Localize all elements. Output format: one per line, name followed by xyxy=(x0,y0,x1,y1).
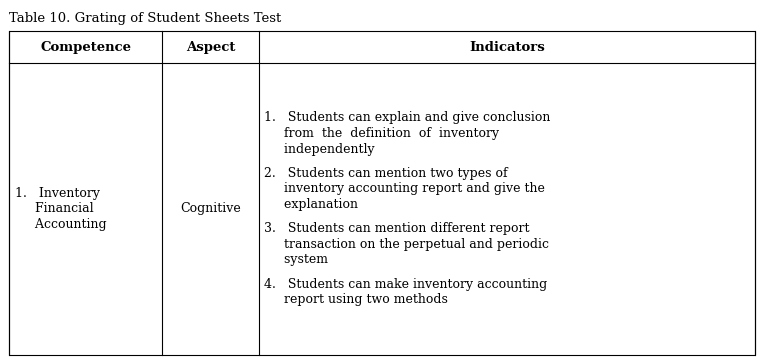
Text: Cognitive: Cognitive xyxy=(180,202,241,215)
Text: explanation: explanation xyxy=(264,198,358,211)
Bar xyxy=(9,31,755,355)
Text: system: system xyxy=(264,253,329,266)
Text: 1.   Inventory: 1. Inventory xyxy=(15,187,99,200)
Text: Table 10. Grating of Student Sheets Test: Table 10. Grating of Student Sheets Test xyxy=(9,12,281,25)
Text: 2.   Students can mention two types of: 2. Students can mention two types of xyxy=(264,167,508,180)
Text: inventory accounting report and give the: inventory accounting report and give the xyxy=(264,183,545,195)
Text: 4.   Students can make inventory accounting: 4. Students can make inventory accountin… xyxy=(264,278,548,291)
Text: independently: independently xyxy=(264,143,375,156)
Text: transaction on the perpetual and periodic: transaction on the perpetual and periodi… xyxy=(264,238,549,251)
Text: 1.   Students can explain and give conclusion: 1. Students can explain and give conclus… xyxy=(264,111,551,124)
Text: from  the  definition  of  inventory: from the definition of inventory xyxy=(264,127,500,140)
Text: Competence: Competence xyxy=(40,41,131,54)
Text: report using two methods: report using two methods xyxy=(264,293,448,306)
Text: 3.   Students can mention different report: 3. Students can mention different report xyxy=(264,222,529,235)
Text: Accounting: Accounting xyxy=(15,218,106,231)
Text: Financial: Financial xyxy=(15,202,93,215)
Text: Aspect: Aspect xyxy=(186,41,235,54)
Text: Indicators: Indicators xyxy=(469,41,545,54)
